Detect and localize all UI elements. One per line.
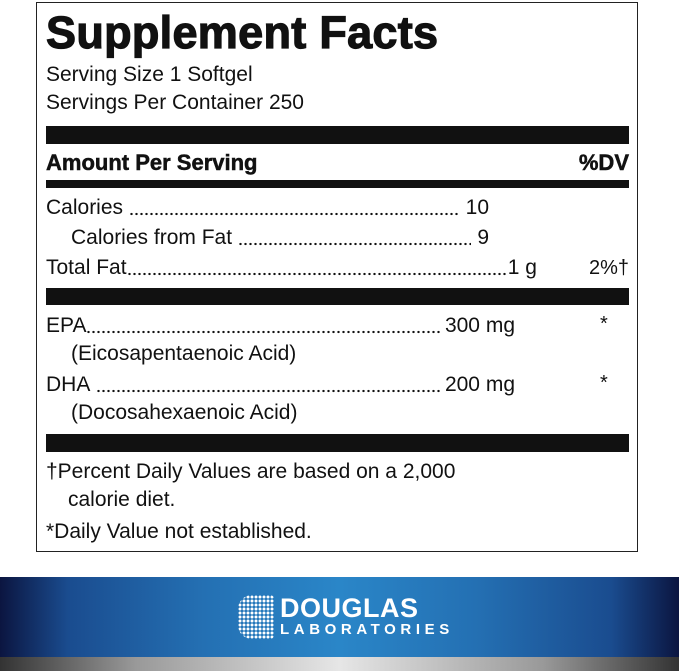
nutrient-row-dha: DHA 200 mg — [46, 373, 515, 397]
nutrient-name: Calories from Fat — [71, 226, 233, 249]
amount-per-serving-header: Amount Per Serving — [46, 150, 258, 176]
dv-header: %DV — [578, 150, 630, 176]
douglas-laboratories-logo: DOUGLAS LABORATORIES — [238, 595, 454, 639]
panel-title: Supplement Facts — [45, 7, 439, 58]
serving-size: Serving Size 1 Softgel — [46, 63, 253, 86]
dot-leader — [96, 389, 441, 393]
logo-g-icon — [238, 595, 274, 639]
nutrient-amount: 1 g — [507, 256, 537, 279]
servings-per-container: Servings Per Container 250 — [46, 91, 304, 114]
nutrient-name: DHA — [46, 373, 91, 396]
nutrient-amount: 9 — [477, 226, 489, 249]
footnote-dv: †Percent Daily Values are based on a 2,0… — [46, 460, 456, 483]
nutrient-name: Total Fat — [46, 256, 127, 279]
nutrient-row-epa: EPA 300 mg — [46, 314, 515, 338]
silver-band — [0, 657, 679, 671]
nutrient-row-total-fat: Total Fat 1 g — [46, 256, 537, 280]
dot-leader — [126, 272, 506, 276]
dot-leader — [86, 330, 441, 334]
brand-subname: LABORATORIES — [280, 621, 454, 638]
nutrient-name: EPA — [46, 314, 87, 337]
brand-banner — [0, 577, 679, 657]
nutrient-subname: (Eicosapentaenoic Acid) — [71, 342, 297, 365]
nutrient-dv: * — [600, 313, 608, 335]
nutrient-dv: 2%† — [588, 257, 629, 279]
nutrient-amount: 200 mg — [444, 373, 515, 396]
nutrient-row-calories: Calories 10 — [46, 196, 489, 220]
divider-bar — [46, 434, 629, 452]
footnote-dv-cont: calorie diet. — [68, 488, 176, 511]
divider-bar — [46, 126, 629, 144]
divider-bar — [46, 288, 629, 305]
nutrient-dv: * — [600, 372, 608, 394]
footnote-not-established: *Daily Value not established. — [46, 520, 312, 543]
nutrient-name: Calories — [46, 196, 124, 219]
nutrient-amount: 300 mg — [444, 314, 515, 337]
divider-bar — [46, 180, 629, 188]
nutrient-row-calories-from-fat: Calories from Fat 9 — [71, 226, 489, 250]
supplement-facts-panel — [36, 2, 638, 552]
brand-name: DOUGLAS — [280, 593, 419, 623]
nutrient-amount: 10 — [465, 196, 489, 219]
dot-leader — [129, 212, 460, 216]
dot-leader — [238, 242, 472, 246]
nutrient-subname: (Docosahexaenoic Acid) — [71, 401, 298, 424]
